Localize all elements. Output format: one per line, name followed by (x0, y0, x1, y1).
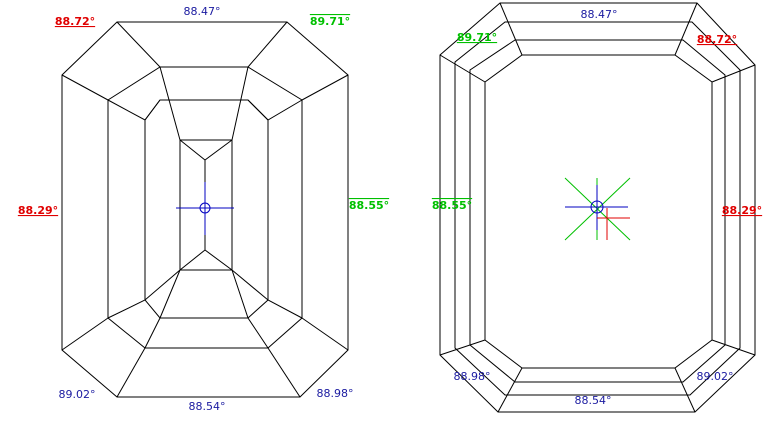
angle-label: 88.72° (55, 15, 95, 28)
angle-label: 89.02° (59, 388, 96, 401)
angle-label: 88.72° (697, 33, 737, 46)
angle-label: 88.29° (18, 204, 58, 217)
angle-label: 89.02° (697, 370, 734, 383)
angle-label: 88.54° (189, 400, 226, 413)
angle-label: 88.98° (454, 370, 491, 383)
angle-label: 88.47° (184, 5, 221, 18)
left-view-wireframe (61, 21, 349, 398)
angle-label: 88.47° (581, 8, 618, 21)
angle-label: 88.98° (317, 387, 354, 400)
angle-label: 88.55° (349, 199, 389, 212)
angle-label: 88.29° (722, 204, 762, 217)
angle-label: 88.54° (575, 394, 612, 407)
angle-label: 89.71° (457, 31, 497, 44)
angle-label: 89.71° (310, 15, 350, 28)
right-view-wireframe (439, 2, 756, 413)
angle-label: 88.55° (432, 199, 472, 212)
